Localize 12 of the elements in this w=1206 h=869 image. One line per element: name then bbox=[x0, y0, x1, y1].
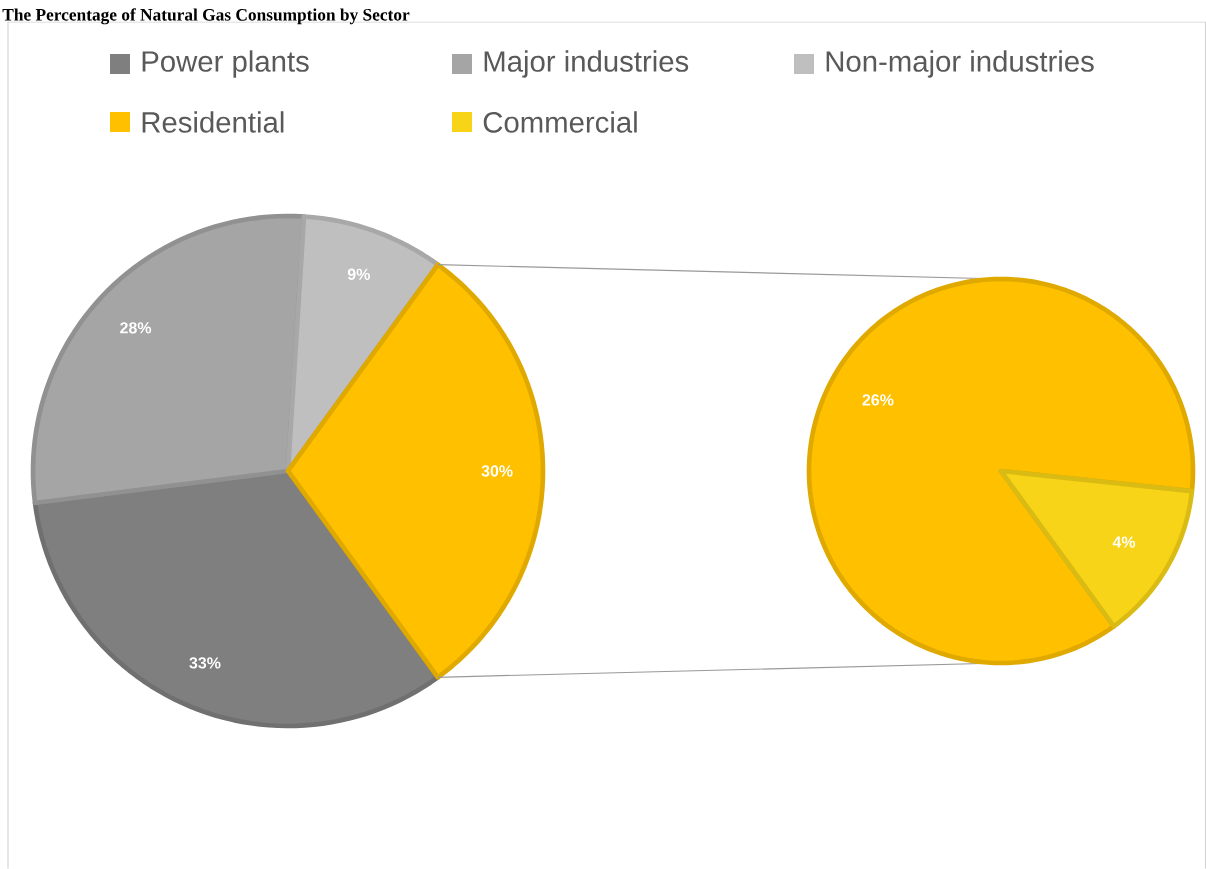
data-label: 33% bbox=[189, 657, 221, 669]
data-label: 4% bbox=[1112, 536, 1136, 548]
legend-label: Residential bbox=[142, 111, 284, 133]
data-label: 28% bbox=[120, 322, 152, 334]
chart-title: The Percentage of Natural Gas Consumption by Sector bbox=[2, 8, 410, 25]
data-label: 30% bbox=[481, 465, 513, 477]
data-label: 9% bbox=[347, 268, 370, 280]
legend-label: Major industries bbox=[484, 50, 689, 78]
data-label: 26% bbox=[862, 394, 894, 406]
legend-label: Power plants bbox=[142, 50, 309, 78]
legend-label: Non-major industries bbox=[826, 50, 1094, 78]
legend-label: Commercial bbox=[483, 111, 637, 133]
